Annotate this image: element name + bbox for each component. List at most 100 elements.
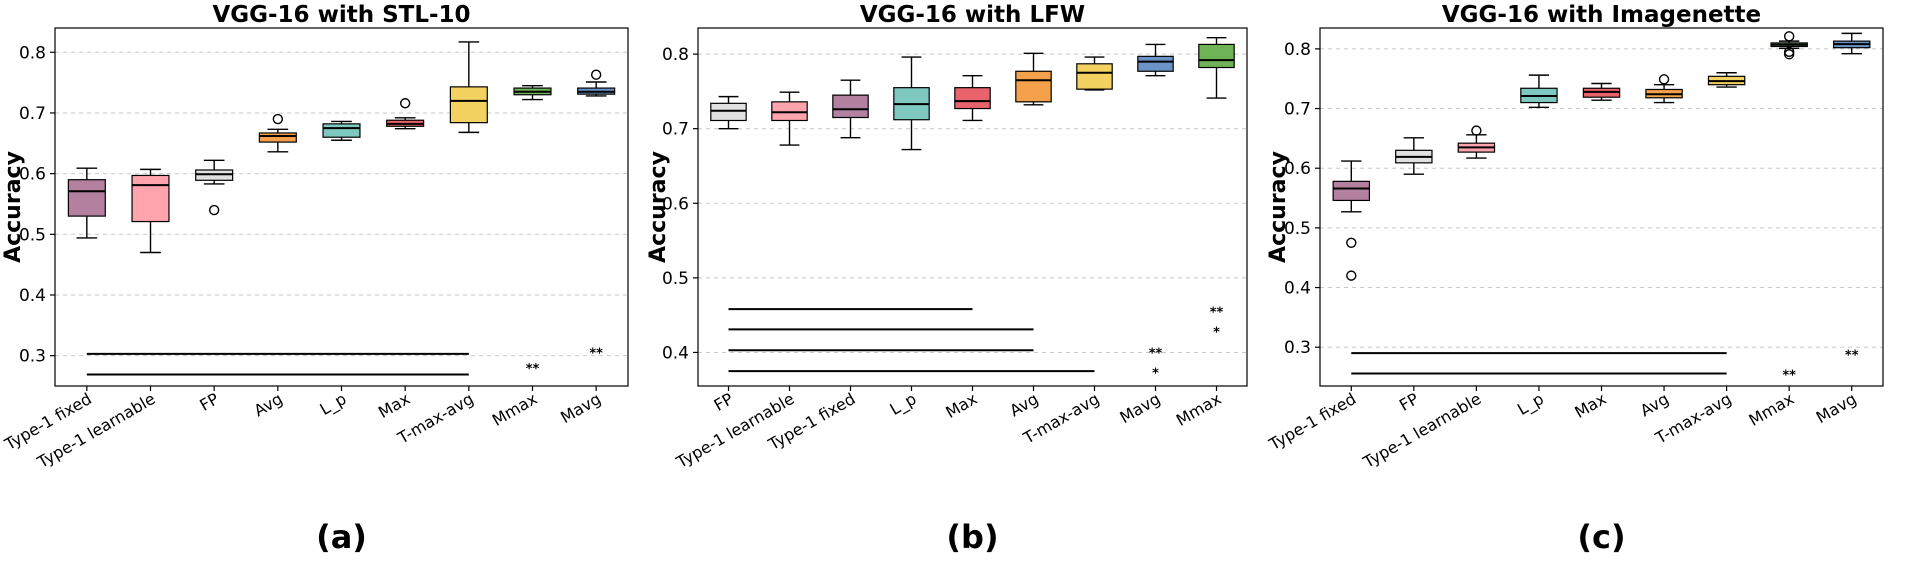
x-tick-label: Mmax bbox=[1173, 389, 1225, 430]
box-mavg bbox=[1832, 32, 1871, 55]
x-tick-label: Avg bbox=[251, 389, 286, 420]
box-mavg bbox=[1137, 43, 1174, 77]
outlier-point bbox=[208, 204, 220, 216]
box-type-1-fixed bbox=[1332, 160, 1371, 281]
iqr-box bbox=[1015, 70, 1052, 103]
significance-mark: ** bbox=[526, 362, 540, 377]
significance-mark: ** bbox=[1782, 369, 1796, 384]
x-tick-label: Mmax bbox=[489, 389, 541, 430]
box-fp bbox=[1395, 137, 1433, 175]
y-tick-label: 0.6 bbox=[1284, 159, 1311, 179]
iqr-box bbox=[322, 123, 361, 138]
chart-panel-2: VGG-16 with LFWAccuracy0.40.50.60.70.8**… bbox=[646, 2, 1248, 556]
x-tick-label: L_p bbox=[887, 389, 920, 420]
chart-panel-3: VGG-16 with Imagenette Accuracy 0.3 0.4 0.5 0… bbox=[1265, 2, 1884, 556]
box-l-p bbox=[893, 56, 930, 151]
iqr-box bbox=[771, 101, 808, 122]
chart-title: VGG-16 with STL-10 bbox=[212, 2, 470, 28]
x-tick-label: FP bbox=[711, 389, 737, 415]
y-tick-label: 0.8 bbox=[1284, 40, 1311, 60]
box-max bbox=[1582, 82, 1621, 101]
y-tick-label: 0.4 bbox=[1284, 279, 1311, 299]
box-type-1-fixed bbox=[832, 79, 869, 139]
y-tick-label: 0.6 bbox=[662, 194, 689, 214]
box-l-p bbox=[1520, 74, 1558, 109]
y-tick-label: 0.3 bbox=[19, 347, 46, 367]
outlier-point bbox=[1783, 31, 1795, 42]
box-max bbox=[954, 75, 991, 122]
x-tick-label: Type-1 learnable bbox=[33, 389, 158, 472]
box-type-1-fixed bbox=[67, 167, 106, 239]
significance-mark: ** bbox=[589, 347, 603, 362]
outlier-point bbox=[399, 98, 411, 109]
box-t-max-avg bbox=[449, 41, 488, 134]
y-axis-label: Accuracy bbox=[1, 151, 26, 263]
box-mmax bbox=[513, 84, 552, 101]
box-avg bbox=[258, 113, 297, 153]
significance-mark: ** bbox=[1845, 348, 1859, 363]
panel-label: (b) bbox=[946, 518, 998, 556]
outlier-point bbox=[1346, 237, 1357, 249]
x-tick-label: Type-1 learnable bbox=[1359, 389, 1484, 472]
iqr-box bbox=[1332, 180, 1371, 202]
plot-frame bbox=[1319, 27, 1884, 387]
y-axis-label: Accuracy bbox=[646, 151, 671, 263]
iqr-box bbox=[710, 102, 747, 122]
box-fp bbox=[195, 159, 234, 216]
x-tick-label: Max bbox=[1571, 389, 1609, 422]
y-tick-label: 0.4 bbox=[662, 343, 689, 363]
significance-mark: * bbox=[1152, 367, 1159, 382]
iqr-box bbox=[67, 179, 106, 217]
box-l-p bbox=[322, 120, 361, 141]
outlier-point bbox=[272, 113, 284, 125]
outlier-point bbox=[1658, 74, 1670, 85]
y-tick-label: 0.5 bbox=[19, 225, 46, 245]
y-axis-label: Accuracy bbox=[1266, 151, 1291, 263]
x-tick-label: Mavg bbox=[1117, 389, 1164, 427]
x-tick-label: Mmax bbox=[1746, 389, 1798, 430]
box-avg bbox=[1015, 52, 1052, 106]
iqr-box bbox=[954, 87, 991, 110]
significance-mark: * bbox=[1213, 326, 1220, 341]
outlier-point bbox=[590, 69, 602, 80]
x-tick-label: FP bbox=[1396, 389, 1422, 415]
y-tick-label: 0.3 bbox=[1284, 338, 1311, 358]
chart-title: VGG-16 with LFW bbox=[860, 2, 1085, 28]
iqr-box bbox=[1137, 55, 1174, 72]
iqr-box bbox=[832, 94, 869, 119]
x-tick-label: Avg bbox=[1637, 389, 1672, 420]
x-tick-label: Avg bbox=[1006, 389, 1041, 420]
outlier-point bbox=[1346, 270, 1357, 281]
y-tick-label: 0.6 bbox=[19, 165, 46, 185]
box-type-1-learnable bbox=[1457, 125, 1496, 159]
outlier-point bbox=[1471, 125, 1482, 136]
x-tick-label: Mavg bbox=[1813, 389, 1860, 427]
x-tick-label: Max bbox=[375, 389, 413, 422]
iqr-box bbox=[1076, 63, 1113, 90]
iqr-box bbox=[1198, 43, 1235, 69]
chart-panel-1: VGG-16 with STL-10 Accuracy 0.3 0.4 0.5 0.6 0.… bbox=[1, 2, 629, 556]
x-tick-label: Mavg bbox=[557, 389, 604, 427]
y-tick-label: 0.5 bbox=[662, 269, 689, 289]
box-t-max-avg bbox=[1076, 56, 1113, 91]
iqr-box bbox=[131, 174, 170, 223]
y-tick-label: 0.5 bbox=[1284, 219, 1311, 239]
panel-label: (a) bbox=[316, 518, 367, 556]
x-tick-label: L_p bbox=[1514, 389, 1547, 420]
y-tick-label: 0.7 bbox=[1284, 100, 1311, 120]
significance-mark: ** bbox=[1149, 346, 1163, 361]
box-max bbox=[386, 98, 425, 130]
x-tick-label: Type-1 fixed bbox=[1265, 389, 1359, 454]
box-fp bbox=[710, 95, 747, 130]
box-mavg bbox=[577, 69, 616, 97]
y-tick-label: 0.8 bbox=[19, 43, 46, 63]
box-t-max-avg bbox=[1707, 72, 1746, 88]
box-type-1-learnable bbox=[771, 91, 808, 146]
iqr-box bbox=[258, 132, 297, 143]
panel-label: (c) bbox=[1577, 518, 1625, 556]
y-tick-label: 0.7 bbox=[662, 120, 689, 140]
x-tick-label: Max bbox=[942, 389, 980, 422]
box-mmax bbox=[1198, 36, 1235, 99]
x-tick-label: L_p bbox=[317, 389, 350, 420]
